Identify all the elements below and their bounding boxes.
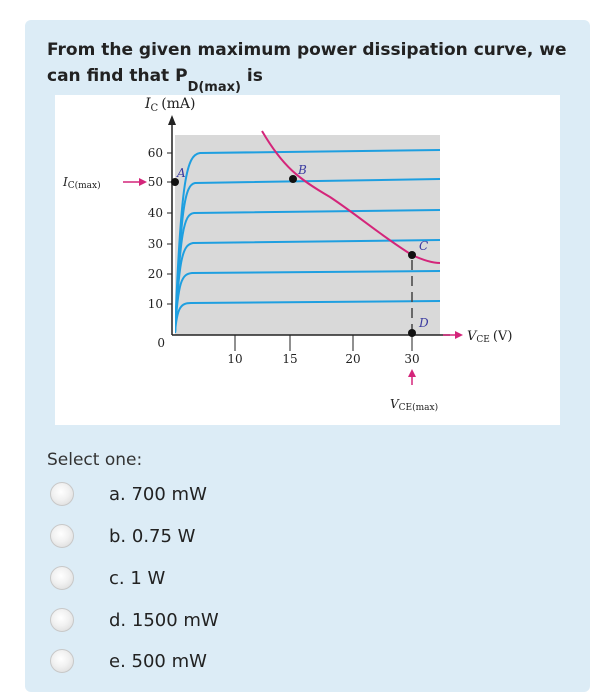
y-axis-arrow [168, 115, 176, 125]
select-one-label: Select one: [47, 450, 143, 470]
option-c[interactable]: c. 1 W [50, 563, 350, 593]
point-c-label: C [419, 239, 428, 253]
y-tick-label-10: 10 [148, 297, 163, 311]
origin-label: 0 [157, 336, 165, 350]
collector-curve-5 [175, 270, 440, 334]
question-text: From the given maximum power dissipation… [47, 37, 567, 95]
power-dissipation-curve [261, 130, 441, 264]
question-text-before: From the given maximum power dissipation… [47, 40, 567, 86]
x-tick-label-30: 30 [404, 352, 419, 366]
option-b-radio[interactable] [50, 524, 74, 548]
point-b-dot [289, 175, 297, 183]
question-text-after: is [246, 66, 263, 86]
icmax-label: IC(max) [62, 175, 101, 191]
question-subscript: D(max) [187, 80, 241, 95]
option-e-radio[interactable] [50, 649, 74, 673]
option-e[interactable]: e. 500 mW [50, 646, 350, 676]
option-a[interactable]: a. 700 mW [50, 479, 350, 509]
point-d-label: D [418, 316, 429, 330]
y-tick-label-50: 50 [148, 175, 163, 189]
y-tick-label-30: 30 [148, 237, 163, 251]
option-c-label[interactable]: c. 1 W [109, 567, 166, 589]
option-a-label[interactable]: a. 700 mW [109, 483, 207, 505]
option-b-label[interactable]: b. 0.75 W [109, 525, 196, 547]
option-a-radio[interactable] [50, 482, 74, 506]
option-e-label[interactable]: e. 500 mW [109, 650, 207, 672]
vcemax-arrow-head [408, 369, 416, 377]
y-tick-label-40: 40 [148, 206, 163, 220]
option-c-radio[interactable] [50, 566, 74, 590]
point-b-label: B [297, 163, 307, 177]
option-d-radio[interactable] [50, 608, 74, 632]
y-tick-label-20: 20 [148, 267, 163, 281]
collector-curve-6 [175, 300, 440, 334]
x-tick-label-10: 10 [227, 352, 242, 366]
x-tick-label-20: 20 [345, 352, 360, 366]
x-axis-label: VCE (V) [467, 329, 512, 345]
point-a-label: A [176, 166, 186, 180]
y-axis-label: IC (mA) [144, 96, 196, 114]
point-c-dot [408, 251, 416, 259]
power-dissipation-figure: A B C D 60 50 40 30 20 10 0 10 15 20 30 … [55, 95, 560, 425]
option-b[interactable]: b. 0.75 W [50, 521, 350, 551]
point-d-dot [408, 329, 416, 337]
icmax-arrow-head [139, 178, 147, 186]
y-tick-label-60: 60 [148, 146, 163, 160]
vcemax-label: VCE(max) [390, 397, 438, 413]
point-a-dot [171, 178, 179, 186]
option-d-label[interactable]: d. 1500 mW [109, 609, 219, 631]
shaded-region [175, 135, 440, 335]
option-d[interactable]: d. 1500 mW [50, 605, 350, 635]
x-tick-label-15: 15 [282, 352, 297, 366]
x-axis-arrow-head [455, 331, 463, 339]
power-dissipation-svg: A B C D 60 50 40 30 20 10 0 10 15 20 30 … [62, 96, 512, 413]
